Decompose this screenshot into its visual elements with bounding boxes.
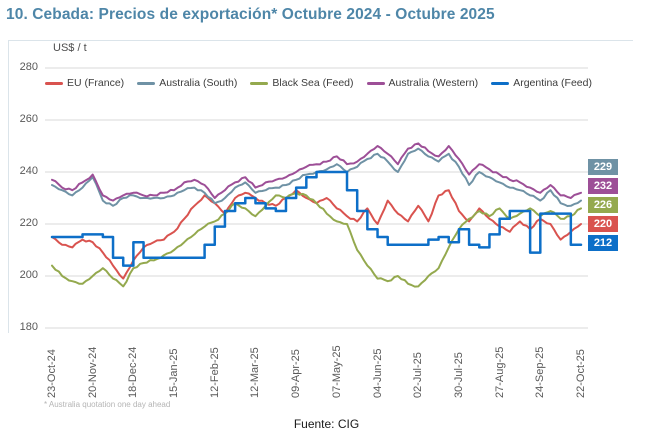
legend-label: Argentina (Feed) (513, 77, 592, 89)
chart-title: 10. Cebada: Precios de exportación* Octu… (6, 6, 495, 23)
series-line-australia-western- (51, 142, 582, 202)
legend-item-argentina-feed-: Argentina (Feed) (491, 77, 592, 89)
x-tick-label-04-Jun-25: 04-Jun-25 (371, 348, 384, 398)
x-tick-label-02-Jul-25: 02-Jul-25 (412, 352, 425, 398)
footnote: * Australia quotation one day ahead (44, 400, 171, 409)
y-tick-label-240: 240 (19, 165, 38, 177)
end-value-label-232: 232 (588, 178, 618, 194)
plot-frame-top-border (8, 40, 633, 41)
legend-item-black-sea-feed-: Black Sea (Feed) (250, 77, 354, 89)
legend-item-australia-south-: Australia (South) (137, 77, 237, 89)
x-tick-label-27-Aug-25: 27-Aug-25 (493, 346, 506, 398)
source-caption: Fuente: CIG (293, 417, 360, 431)
x-tick-label-30-Jul-25: 30-Jul-25 (452, 352, 465, 398)
series-line-black-sea-feed- (51, 191, 582, 288)
legend-line-swatch (491, 81, 510, 85)
legend-label: Australia (South) (159, 77, 238, 89)
legend-item-eu-france-: EU (France) (45, 77, 124, 89)
y-tick-label-200: 200 (19, 269, 38, 281)
end-value-label-229: 229 (588, 159, 618, 175)
x-tick-label-22-Oct-25: 22-Oct-25 (575, 349, 587, 398)
x-tick-label-09-Apr-25: 09-Apr-25 (290, 349, 303, 398)
legend: EU (France) Australia (South) Black Sea (F… (45, 77, 592, 89)
x-tick-label-12-Feb-25: 12-Feb-25 (208, 347, 221, 398)
end-value-label-226: 226 (588, 197, 618, 213)
y-tick-label-220: 220 (19, 217, 38, 229)
y-tick-label-180: 180 (19, 321, 38, 333)
y-tick-label-260: 260 (19, 113, 38, 125)
legend-label: Black Sea (Feed) (272, 77, 354, 89)
legend-item-australia-western-: Australia (Western) (366, 77, 479, 89)
x-tick-label-20-Nov-24: 20-Nov-24 (86, 346, 99, 398)
legend-label: EU (France) (67, 77, 125, 89)
legend-label: Australia (Western) (388, 77, 479, 89)
legend-line-swatch (250, 81, 269, 85)
x-tick-label-23-Oct-24: 23-Oct-24 (46, 349, 58, 398)
y-axis-unit-label: US$ / t (53, 42, 87, 54)
end-value-label-212: 212 (588, 235, 618, 251)
y-tick-label-280: 280 (19, 61, 38, 73)
x-tick-label-18-Dec-24: 18-Dec-24 (127, 346, 140, 398)
end-value-label-220: 220 (588, 216, 618, 232)
legend-line-swatch (45, 81, 63, 85)
legend-line-swatch (137, 81, 156, 85)
legend-line-swatch (366, 81, 385, 85)
x-tick-label-24-Sep-25: 24-Sep-25 (534, 346, 547, 398)
x-tick-label-12-Mar-25: 12-Mar-25 (249, 347, 262, 398)
x-tick-label-15-Jan-25: 15-Jan-25 (168, 348, 181, 398)
x-tick-label-07-May-25: 07-May-25 (330, 345, 343, 398)
series-line-argentina-feed- (50, 170, 583, 267)
plot-frame-left-border (8, 40, 9, 333)
